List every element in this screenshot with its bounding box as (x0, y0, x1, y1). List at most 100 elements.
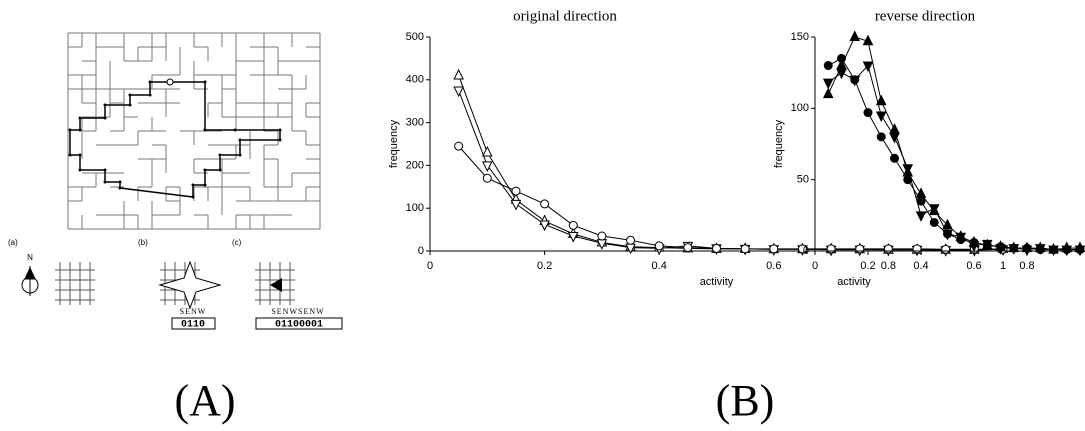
data-point (626, 235, 636, 245)
data-point (915, 211, 927, 222)
y-tick-label: 100 (791, 102, 809, 114)
north-label: N (27, 253, 33, 262)
data-point (883, 244, 893, 254)
y-tick-label: 150 (791, 31, 809, 43)
chart-title: reverse direction (875, 8, 976, 24)
x-tick-label: 0.4 (652, 260, 667, 272)
code-box (255, 317, 343, 330)
y-axis-label: frequency (388, 119, 400, 168)
x-tick-label: 0 (812, 260, 818, 272)
path-dot (238, 138, 242, 142)
path-dot (203, 128, 207, 132)
data-point (929, 217, 939, 227)
x-tick-label: 0.6 (766, 260, 781, 272)
code: 01100001 (275, 320, 323, 331)
data-point (769, 244, 779, 254)
data-point (453, 86, 464, 98)
path-dot (118, 180, 122, 184)
data-point (942, 218, 953, 230)
y-tick-label: 200 (406, 159, 424, 171)
x-tick-label: 0.4 (913, 260, 928, 272)
data-point (855, 244, 865, 254)
path-dot (278, 128, 282, 132)
path-dot (78, 116, 82, 120)
x-tick-label: 0.8 (881, 260, 896, 272)
path-dot (203, 168, 207, 172)
path-dot (103, 168, 107, 172)
path-dot (78, 168, 82, 172)
data-point (862, 61, 874, 73)
path-dot (68, 128, 72, 132)
series-line (828, 57, 1080, 251)
data-point (849, 30, 861, 41)
data-point (862, 34, 874, 46)
y-tick-label: 400 (406, 74, 424, 86)
y-axis-label: frequency (773, 119, 785, 168)
path-dot (238, 153, 242, 157)
sub-label: (b) (138, 238, 148, 247)
path-dot (218, 168, 222, 172)
data-point (481, 161, 493, 173)
path-dot (103, 180, 107, 184)
chart: reverse direction 0 50 100 150 0 0.2 0.4 0.6 0.8 a… (773, 8, 1085, 288)
path-dot (118, 186, 122, 190)
panel-label: (A) (174, 376, 235, 425)
path-dot (278, 138, 282, 142)
data-point (1074, 245, 1085, 257)
y-tick-label: 100 (406, 202, 424, 214)
data-point (823, 61, 833, 71)
start-point (166, 78, 174, 86)
data-point (928, 204, 940, 215)
x-tick-label: 0.8 (1019, 260, 1034, 272)
data-point (1021, 245, 1033, 257)
path-dot (203, 80, 207, 84)
robot-path (69, 81, 281, 198)
data-point (863, 108, 873, 118)
series-line (458, 145, 1003, 250)
data-point (510, 199, 522, 211)
chart-title: original direction (513, 8, 617, 24)
data-point (849, 75, 861, 87)
maze (67, 32, 321, 230)
data-point (902, 164, 914, 175)
data-point (836, 68, 847, 80)
path-dot (148, 80, 152, 84)
code-header: SENW (180, 307, 207, 316)
data-point (889, 132, 900, 144)
sub-label: (c) (232, 238, 242, 247)
path-dot (233, 128, 237, 132)
code-header: SENWSENW (271, 307, 324, 316)
data-point (568, 220, 578, 230)
data-point (942, 229, 953, 241)
compass (21, 266, 39, 296)
series-line (458, 90, 1004, 251)
compass-arrow (24, 266, 36, 280)
data-point (712, 243, 721, 253)
data-point (740, 244, 750, 254)
data-point (540, 199, 550, 209)
path-dot (191, 183, 195, 187)
data-point (875, 111, 887, 123)
x-tick-label: 0.6 (966, 260, 981, 272)
x-axis-label: activity (837, 276, 871, 288)
code-box (171, 317, 216, 330)
data-point (539, 220, 550, 232)
data-point (941, 244, 951, 254)
path-dot (128, 103, 132, 107)
data-point (890, 153, 899, 163)
data-point (826, 244, 836, 254)
data-point (981, 239, 993, 251)
data-point (995, 244, 1006, 255)
data-point (1008, 244, 1020, 255)
path-dot (103, 103, 107, 107)
y-tick-label: 500 (406, 31, 424, 43)
path-dot (103, 116, 107, 120)
x-tick-label: 0.2 (537, 260, 552, 272)
code: 0110 (181, 320, 205, 331)
star-sensor (158, 260, 222, 310)
path-dot (78, 153, 82, 157)
x-tick-label: 1 (1000, 260, 1006, 272)
y-tick-label: 0 (803, 245, 809, 257)
data-point (955, 232, 967, 244)
